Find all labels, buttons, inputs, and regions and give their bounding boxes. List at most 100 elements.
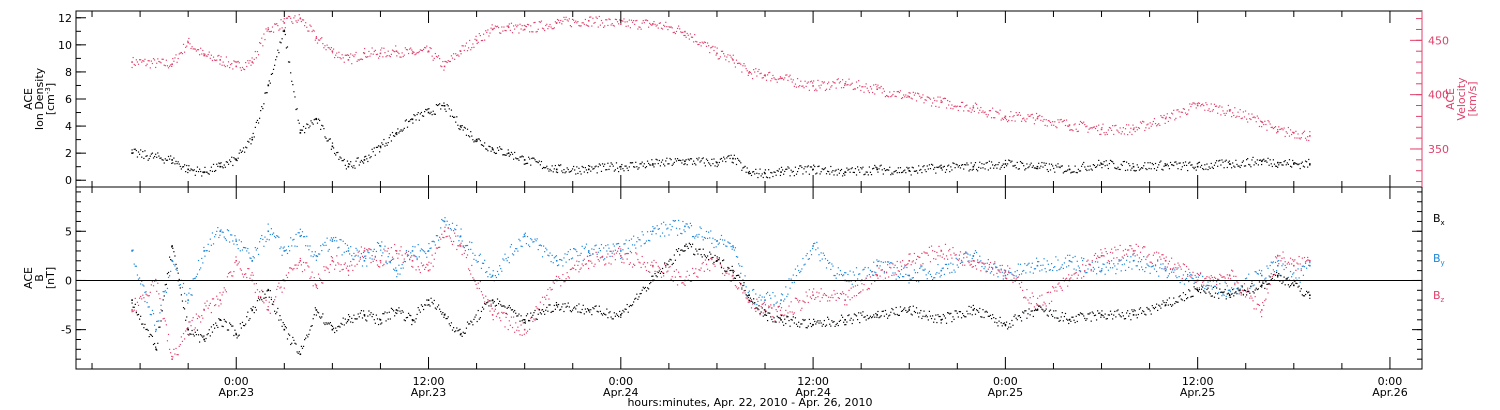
by-series-dot (744, 275, 746, 277)
velocity-series-dot (1078, 123, 1081, 125)
bz-series-dot (465, 256, 468, 259)
by-series-dot (1283, 268, 1285, 271)
bz-series-dot (744, 292, 746, 294)
density-series-dot (355, 160, 357, 162)
by-series-dot (1301, 265, 1303, 267)
velocity-series-dot (845, 81, 847, 83)
density-series-dot (919, 169, 921, 171)
bz-series-dot (1220, 275, 1222, 277)
bz-series-dot (508, 320, 510, 322)
velocity-series-dot (740, 63, 742, 65)
bz-series-dot (444, 226, 446, 228)
velocity-series-dot (1052, 121, 1054, 123)
velocity-series-dot (928, 97, 930, 99)
by-series-dot (566, 253, 568, 256)
by-series-dot (641, 231, 643, 233)
by-series-dot (338, 246, 340, 248)
bz-series-dot (1157, 259, 1159, 261)
bx-series-dot (259, 299, 261, 301)
by-series-dot (257, 253, 260, 256)
density-series-dot (426, 109, 428, 111)
velocity-series-dot (1055, 126, 1057, 128)
density-series-dot (775, 174, 777, 176)
velocity-series-dot (1280, 128, 1282, 130)
bx-series-dot (367, 315, 369, 317)
by-series-dot (1306, 267, 1308, 269)
density-series-dot (1265, 160, 1267, 162)
bx-series-dot (425, 304, 427, 306)
by-series-dot (441, 218, 443, 221)
by-series-dot (627, 247, 629, 249)
density-series-dot (532, 157, 534, 159)
by-series-dot (1291, 276, 1293, 278)
bx-series-dot (270, 298, 272, 301)
bz-series-dot (963, 253, 965, 255)
velocity-series-dot (1027, 114, 1029, 116)
density-series-dot (508, 155, 510, 157)
bz-series-dot (681, 282, 683, 284)
bz-series-dot (469, 269, 471, 272)
velocity-series-dot (352, 54, 354, 56)
bz-series-dot (244, 273, 246, 276)
by-series-dot (331, 238, 334, 240)
density-series-dot (311, 122, 313, 124)
by-series-point (187, 299, 189, 301)
density-series-dot (195, 170, 197, 173)
by-series-dot (178, 284, 180, 286)
velocity-series-dot (558, 19, 560, 21)
bz-series-dot (503, 311, 505, 314)
density-series-dot (618, 171, 620, 173)
bz-series-dot (1211, 276, 1213, 279)
density-series-dot (1019, 160, 1022, 163)
bz-series-dot (956, 258, 958, 260)
bz-series-point (844, 299, 846, 301)
bz-series-dot (249, 277, 251, 279)
bz-series-dot (1294, 259, 1296, 261)
bz-series-dot (948, 250, 950, 252)
bz-series-dot (1076, 277, 1078, 279)
velocity-series-dot (301, 19, 304, 21)
velocity-series-dot (753, 69, 755, 71)
bz-series-dot (609, 250, 611, 252)
bx-series-dot (221, 325, 223, 327)
velocity-series-dot (635, 20, 637, 22)
bx-series-dot (482, 308, 485, 310)
density-series-dot (1048, 163, 1051, 165)
by-series-dot (1077, 265, 1079, 267)
bz-series-dot (693, 272, 695, 275)
velocity-series-dot (841, 79, 844, 81)
density-series-dot (475, 140, 477, 143)
bz-series-dot (338, 263, 340, 265)
bz-series-dot (1062, 277, 1064, 279)
density-series-dot (686, 164, 688, 166)
density-series-point (620, 165, 622, 168)
density-series-dot (1142, 167, 1144, 169)
bz-series-dot (668, 266, 670, 269)
bx-series-dot (235, 332, 237, 334)
bx-series-dot (481, 306, 484, 308)
velocity-series-dot (360, 58, 363, 60)
bz-series-dot (1212, 280, 1214, 282)
bx-series-dot (448, 323, 450, 325)
by-series-dot (924, 268, 926, 270)
density-series-dot (675, 160, 678, 162)
bz-series-dot (430, 262, 432, 264)
density-series-dot (881, 169, 883, 171)
density-series-dot (362, 162, 365, 164)
density-series-dot (1129, 165, 1131, 167)
velocity-series-dot (401, 52, 403, 54)
velocity-series-dot (286, 17, 289, 19)
bz-series-dot (881, 269, 883, 271)
by-series-dot (560, 258, 562, 261)
bz-series-dot (362, 257, 365, 259)
by-series-dot (1136, 265, 1138, 267)
by-series-dot (696, 234, 698, 236)
density-series-dot (416, 113, 418, 116)
bz-series-dot (700, 267, 702, 269)
density-series-dot (798, 167, 800, 170)
density-series-dot (942, 166, 944, 168)
bz-series-dot (879, 275, 881, 277)
bx-series-dot (173, 251, 175, 253)
bx-series-dot (263, 297, 265, 299)
bz-series-dot (163, 317, 165, 320)
